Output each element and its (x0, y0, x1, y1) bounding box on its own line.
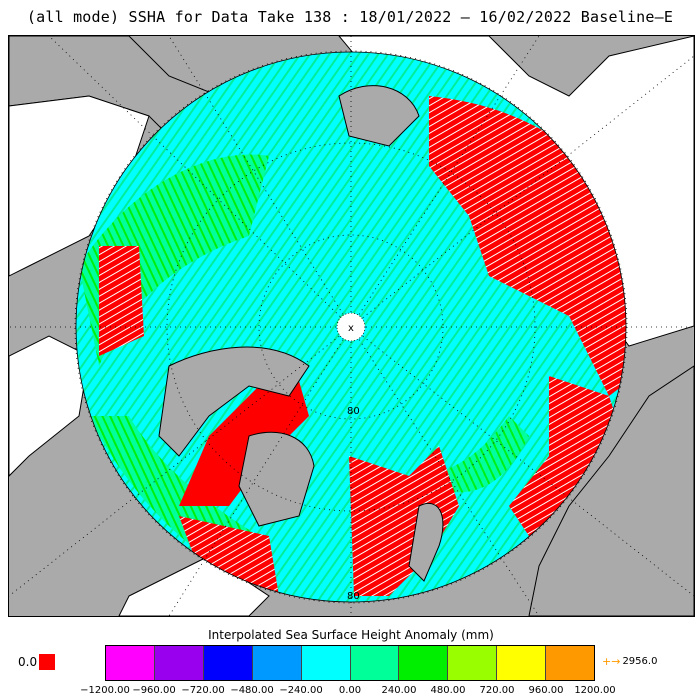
colorbar-cell (448, 646, 498, 680)
pole-mark: x (348, 323, 354, 334)
pole-hole (336, 312, 366, 342)
colorbar-cell (106, 646, 155, 680)
lat-label-inner: 80 (347, 406, 360, 417)
polar-map: x 80 80 (8, 35, 695, 617)
colorbar-cell (301, 646, 351, 680)
under-range-swatch (39, 654, 56, 670)
colorbar-cell (252, 646, 302, 680)
colorbar-tick-label: 960.00 (528, 685, 564, 696)
eurasia-land (528, 365, 694, 616)
map-canvas: x 80 80 (9, 36, 694, 616)
colorbar-cell (497, 646, 547, 680)
colorbar-tick-label: 1200.00 (574, 685, 616, 696)
red-west-region (99, 246, 144, 356)
colorbar-tick-label: 0.00 (338, 685, 362, 696)
colorbar-tick-label: 240.00 (381, 685, 417, 696)
under-range-label: 0.0 (18, 655, 38, 669)
colorbar-ticks: −1200.00 −960.00 −720.00 −480.00 −240.00 0.00… (80, 685, 616, 699)
archipelago-land (158, 346, 310, 457)
colorbar-tick-label: −240.00 (279, 685, 323, 696)
graticule (9, 36, 694, 616)
over-range-label: 2956.0 (622, 656, 658, 667)
colorbar-cell (203, 646, 253, 680)
colorbar-tick-label: 720.00 (479, 685, 515, 696)
colorbar-tick-label: −960.00 (132, 685, 176, 696)
colorbar-title: Interpolated Sea Surface Height Anomaly … (208, 628, 494, 642)
over-range-arrow-icon: +→ (602, 655, 621, 668)
greenland-tip-land (338, 85, 420, 147)
red-hudson-region (179, 381, 309, 506)
colorbar-tick-label: −1200.00 (80, 685, 130, 696)
colorbar-tick-label: −480.00 (230, 685, 274, 696)
island-land-2 (408, 503, 444, 582)
under-range-indicator: 0.0 (18, 654, 56, 670)
plot-title: (all mode) SSHA for Data Take 138 : 18/0… (26, 8, 674, 26)
colorbar-cell (546, 646, 595, 680)
colorbar (105, 645, 595, 681)
colorbar-cell (154, 646, 204, 680)
colorbar-cell (399, 646, 449, 680)
lat-label-outer: 80 (347, 591, 360, 602)
colorbar-tick-label: 480.00 (430, 685, 466, 696)
ocean-sw (9, 335, 90, 477)
colorbar-cell (350, 646, 400, 680)
red-laptev-region (349, 446, 459, 596)
over-range-indicator: +→ 2956.0 (602, 655, 657, 668)
colorbar-tick-label: −720.00 (181, 685, 225, 696)
